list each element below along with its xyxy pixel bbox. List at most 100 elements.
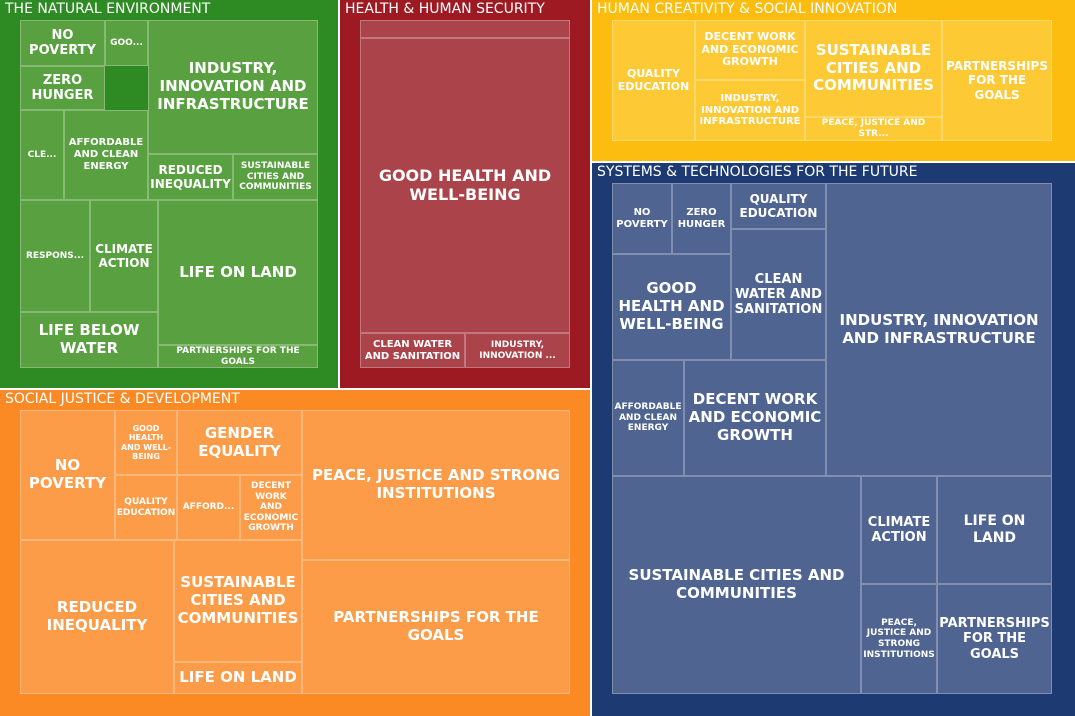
tile-partnerships-for-the-goals[interactable]: PARTNERSHIPS FOR THE GOALS — [302, 560, 570, 694]
tile-label: GENDER EQUALITY — [198, 423, 281, 460]
group-title: SOCIAL JUSTICE & DEVELOPMENT — [5, 391, 240, 407]
tile-industry-innovation-and-infrastructure[interactable]: INDUSTRY, INNOVATION AND INFRASTRUCTURE — [826, 183, 1052, 476]
tile-life-on-land[interactable]: LIFE ON LAND — [174, 662, 302, 694]
tile-life-on-land[interactable]: LIFE ON LAND — [937, 476, 1052, 584]
tile-label: RESPONS... — [25, 250, 85, 261]
tile-label: LIFE ON LAND — [179, 668, 297, 687]
group-title: THE NATURAL ENVIRONMENT — [5, 1, 211, 17]
tile-label: AFFORD... — [182, 502, 235, 513]
tile-label: NO POVERTY — [616, 206, 668, 230]
tile-good-health-and-well-being[interactable]: GOOD HEALTH AND WELL-BEING — [612, 254, 731, 360]
tile-label: NO POVERTY — [28, 456, 107, 492]
tile-quality-education[interactable]: QUALITY EDUCATION — [731, 183, 826, 229]
tile-sustainable-cities-and-communities[interactable]: SUSTAINABLE CITIES AND COMMUNITIES — [612, 476, 861, 694]
tile-label: LIFE ON LAND — [179, 262, 297, 281]
tile-label: QUALITY EDUCATION — [739, 191, 818, 220]
tile-affordable-and-clean-energy[interactable]: AFFORDABLE AND CLEAN ENERGY — [64, 110, 148, 200]
tile-label: CLIMATE ACTION — [867, 514, 931, 545]
tile-sustainable-cities-and-communities[interactable]: SUSTAINABLE CITIES AND COMMUNITIES — [805, 20, 942, 117]
tile-label: PARTNERSHIPS FOR THE GOALS — [946, 59, 1048, 102]
tile-industry-innovation-and-infrastructure[interactable]: INDUSTRY, INNOVATION AND INFRASTRUCTURE — [695, 80, 805, 141]
tile-label: GOOD HEALTH AND WELL-BEING — [378, 165, 552, 204]
tile-zero-hunger[interactable]: ZERO HUNGER — [20, 66, 105, 110]
tile-label: SUSTAINABLE CITIES AND COMMUNITIES — [239, 161, 312, 193]
tile-label: INDUSTRY, INNOVATION AND INFRASTRUCTURE — [839, 310, 1039, 347]
tile-label: INDUSTRY, INNOVATION ... — [479, 339, 556, 361]
tile-cle[interactable]: CLE... — [20, 110, 64, 200]
tile-label: AFFORDABLE AND CLEAN ENERGY — [68, 137, 144, 172]
tile-label: CLEAN WATER AND SANITATION — [734, 271, 823, 318]
tile-climate-action[interactable]: CLIMATE ACTION — [90, 200, 158, 312]
tile-good-health-and-well-being[interactable]: GOOD HEALTH AND WELL-BEING — [115, 410, 177, 475]
tile-label: DECENT WORK AND ECONOMIC GROWTH — [688, 390, 822, 444]
tile-afford[interactable]: AFFORD... — [177, 475, 240, 540]
group-title: HUMAN CREATIVITY & SOCIAL INNOVATION — [597, 1, 898, 17]
group-systems-technologies-for-the-future: SYSTEMS & TECHNOLOGIES FOR THE FUTURE NO … — [592, 163, 1075, 716]
tile-label: PEACE, JUSTICE AND STRONG INSTITUTIONS — [863, 617, 935, 660]
tile-label: AFFORDABLE AND CLEAN ENERGY — [614, 402, 682, 434]
tile-label: GOOD HEALTH AND WELL-BEING — [120, 423, 172, 461]
tile-label: PARTNERSHIPS FOR THE GOALS — [939, 616, 1050, 662]
tile-clean-water-and-sanitation[interactable]: CLEAN WATER AND SANITATION — [360, 333, 465, 368]
tile-label: SUSTAINABLE CITIES AND COMMUNITIES — [177, 573, 299, 627]
tile-decent-work-and-economic-growth[interactable]: DECENT WORK AND ECONOMIC GROWTH — [695, 20, 805, 80]
tile-good-health-and-well-being[interactable]: GOOD HEALTH AND WELL-BEING — [360, 38, 570, 333]
tile-reduced-inequality[interactable]: REDUCED INEQUALITY — [20, 540, 174, 694]
tile-label: ZERO HUNGER — [677, 206, 726, 230]
tile-industry-innovation-and-infrastructure[interactable]: INDUSTRY, INNOVATION AND INFRASTRUCTURE — [148, 20, 318, 154]
tile-label: SUSTAINABLE CITIES AND COMMUNITIES — [628, 566, 845, 602]
tile-goo[interactable]: GOO... — [105, 20, 148, 66]
tile-label: GOO... — [110, 37, 143, 48]
tile-respons[interactable]: RESPONS... — [20, 200, 90, 312]
tile-affordable-and-clean-energy[interactable]: AFFORDABLE AND CLEAN ENERGY — [612, 360, 684, 476]
tile-partnerships-for-the-goals[interactable]: PARTNERSHIPS FOR THE GOALS — [937, 584, 1052, 694]
tile-label: REDUCED INEQUALITY — [150, 162, 231, 191]
tile-label: NO POVERTY — [29, 27, 96, 58]
tile-label: QUALITY EDUCATION — [116, 496, 176, 518]
tile-no-poverty[interactable]: NO POVERTY — [20, 20, 105, 66]
tile-label: CLE... — [27, 149, 57, 160]
tile-sustainable-cities-and-communities[interactable]: SUSTAINABLE CITIES AND COMMUNITIES — [174, 540, 302, 662]
group-human-creativity-social-innovation: HUMAN CREATIVITY & SOCIAL INNOVATION QUAL… — [592, 0, 1075, 161]
tile-label: ZERO HUNGER — [31, 72, 94, 103]
tile-sustainable-cities-and-communities[interactable]: SUSTAINABLE CITIES AND COMMUNITIES — [233, 154, 318, 200]
tile-label: GOOD HEALTH AND WELL-BEING — [618, 279, 725, 333]
group-title: SYSTEMS & TECHNOLOGIES FOR THE FUTURE — [597, 164, 918, 180]
tile-label: CLIMATE ACTION — [95, 241, 153, 270]
tile-gender-equality[interactable]: GENDER EQUALITY — [177, 410, 302, 475]
group-title: HEALTH & HUMAN SECURITY — [345, 1, 545, 17]
tile-label: DECENT WORK AND ECONOMIC GROWTH — [243, 480, 299, 534]
tile-decent-work-and-economic-growth[interactable]: DECENT WORK AND ECONOMIC GROWTH — [240, 475, 302, 540]
tile-quality-education[interactable]: QUALITY EDUCATION — [115, 475, 177, 540]
tile-reduced-inequality[interactable]: REDUCED INEQUALITY — [148, 154, 233, 200]
tile-label: QUALITY EDUCATION — [617, 66, 690, 93]
tile-no-poverty[interactable]: NO POVERTY — [612, 183, 672, 254]
tile-partnerships-for-the-goals[interactable]: PARTNERSHIPS FOR THE GOALS — [942, 20, 1052, 141]
tile-peace-justice-and-strong-institutions[interactable]: PEACE, JUSTICE AND STRONG INSTITUTIONS — [861, 584, 937, 694]
tile-label: CLEAN WATER AND SANITATION — [364, 338, 461, 362]
tile-clean-water-and-sanitation[interactable]: CLEAN WATER AND SANITATION — [731, 229, 826, 360]
tile-label: INDUSTRY, INNOVATION AND INFRASTRUCTURE — [699, 92, 801, 128]
tile-label: SUSTAINABLE CITIES AND COMMUNITIES — [813, 40, 934, 95]
tile-life-below-water[interactable]: LIFE BELOW WATER — [20, 312, 158, 368]
group-health-human-security: HEALTH & HUMAN SECURITY GOOD HEALTH AND W… — [340, 0, 590, 388]
group-the-natural-environment: THE NATURAL ENVIRONMENT NO POVERTY GOO... Z… — [0, 0, 338, 388]
tile-life-on-land[interactable]: LIFE ON LAND — [158, 200, 318, 345]
tile-industry-innovation[interactable]: INDUSTRY, INNOVATION ... — [465, 333, 570, 368]
tile-peace-justice-and-strong-institutions[interactable]: PEACE, JUSTICE AND STRONG INSTITUTIONS — [302, 410, 570, 560]
tile-label: INDUSTRY, INNOVATION AND INFRASTRUCTURE — [157, 59, 309, 113]
tile-label: REDUCED INEQUALITY — [46, 598, 148, 634]
tile-decent-work-and-economic-growth[interactable]: DECENT WORK AND ECONOMIC GROWTH — [684, 360, 826, 476]
tile-label: DECENT WORK AND ECONOMIC GROWTH — [701, 29, 799, 69]
tile-label: LIFE BELOW WATER — [38, 321, 140, 357]
tile-zero-hunger[interactable]: ZERO HUNGER — [672, 183, 731, 254]
tile-partnerships-for-the-goals[interactable]: PARTNERSHIPS FOR THE GOALS — [158, 345, 318, 368]
tile-peace-justice-and-str[interactable]: PEACE, JUSTICE AND STR... — [805, 117, 942, 141]
tile-label: PEACE, JUSTICE AND STR... — [821, 118, 926, 139]
tile-label: LIFE ON LAND — [963, 513, 1026, 546]
tile-climate-action[interactable]: CLIMATE ACTION — [861, 476, 937, 584]
tile-blank[interactable] — [360, 20, 570, 38]
tile-label: PARTNERSHIPS FOR THE GOALS — [176, 345, 300, 367]
tile-quality-education[interactable]: QUALITY EDUCATION — [612, 20, 695, 141]
tile-no-poverty[interactable]: NO POVERTY — [20, 410, 115, 540]
